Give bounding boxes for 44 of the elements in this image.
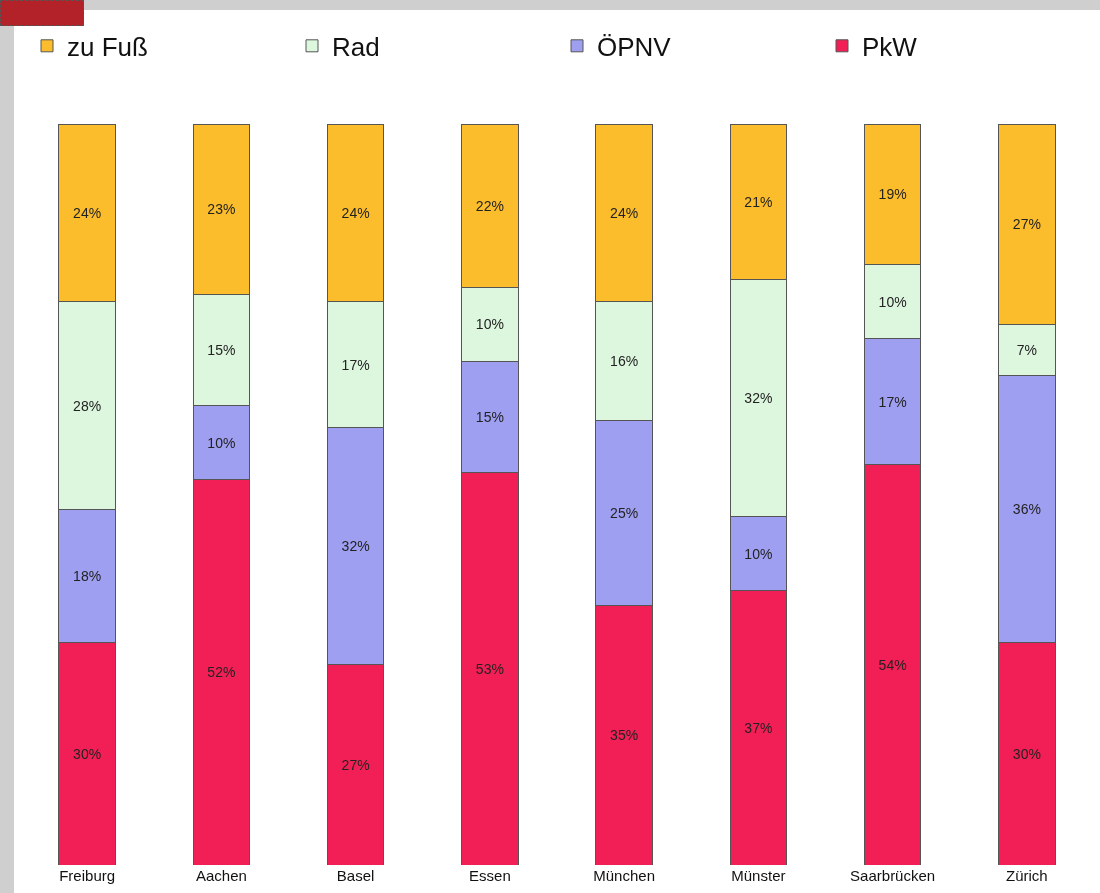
x-tick-label: Münster xyxy=(731,867,786,884)
data-label: 35% xyxy=(610,727,639,744)
x-tick-label: Aachen xyxy=(195,867,247,884)
data-label: 24% xyxy=(341,204,370,221)
data-label: 21% xyxy=(744,193,773,210)
data-label: 30% xyxy=(1012,745,1041,762)
data-label: 27% xyxy=(1012,216,1041,233)
x-tick-label: Essen xyxy=(469,867,511,884)
data-label: 24% xyxy=(610,204,639,221)
data-label: 15% xyxy=(475,408,504,425)
data-label: 23% xyxy=(207,201,236,218)
data-label: 10% xyxy=(878,293,907,310)
data-label: 25% xyxy=(610,505,639,522)
data-label: 36% xyxy=(1012,501,1041,518)
data-label: 54% xyxy=(878,656,907,673)
x-tick-label: München xyxy=(593,867,655,884)
legend-label: Rad xyxy=(332,31,380,62)
data-label: 28% xyxy=(73,397,102,414)
data-label: 15% xyxy=(207,342,236,359)
data-label: 10% xyxy=(475,316,504,333)
data-label: 18% xyxy=(73,568,102,585)
data-label: 24% xyxy=(73,204,102,221)
data-label: 32% xyxy=(341,538,370,555)
x-tick-label: Basel xyxy=(336,867,375,884)
data-label: 10% xyxy=(207,434,236,451)
data-label: 32% xyxy=(744,390,773,407)
data-label: 17% xyxy=(878,393,907,410)
data-label: 7% xyxy=(1016,342,1037,359)
data-label: 53% xyxy=(475,660,504,677)
data-label: 10% xyxy=(744,545,773,562)
data-label: 22% xyxy=(475,197,504,214)
data-label: 16% xyxy=(610,353,639,370)
data-label: 30% xyxy=(73,745,102,762)
x-tick-label: Freiburg xyxy=(59,867,116,884)
data-label: 19% xyxy=(878,186,907,203)
legend-label: ÖPNV xyxy=(597,31,672,62)
data-label: 27% xyxy=(341,756,370,773)
data-label: 17% xyxy=(341,356,370,373)
x-tick-label: Saarbrücken xyxy=(850,867,936,884)
x-tick-label: Zürich xyxy=(1006,867,1048,884)
data-label: 52% xyxy=(207,664,236,681)
legend-label: zu Fuß xyxy=(67,31,148,62)
data-label: 37% xyxy=(744,719,773,736)
legend-label: PkW xyxy=(862,31,918,62)
